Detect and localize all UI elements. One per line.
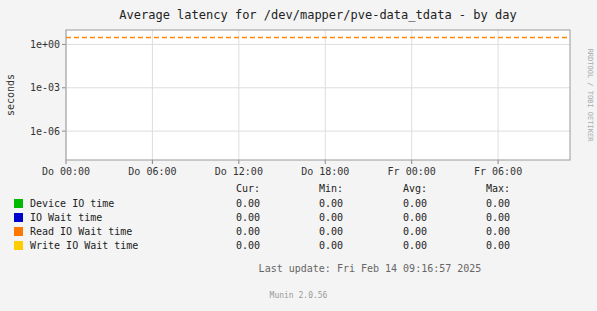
tick-label: Do 00:00 [42, 166, 90, 177]
tick-mark [66, 160, 67, 164]
tick-mark [62, 44, 66, 45]
y-axis-label: seconds [5, 74, 16, 116]
reference-line [66, 37, 570, 39]
legend-swatch [14, 213, 23, 222]
tick-mark [62, 87, 66, 88]
grid-line [498, 30, 499, 160]
tick-label: Fr 00:00 [388, 166, 436, 177]
tick-label: 1e-06 [30, 126, 60, 137]
tick-mark [238, 160, 239, 164]
table-cell: 0.00 [319, 226, 343, 237]
grid-line [66, 131, 570, 132]
table-cell: 0.00 [403, 240, 427, 251]
legend-entry: IO Wait time [30, 212, 102, 223]
legend-entry: Read IO Wait time [30, 226, 132, 237]
table-cell: 0.00 [236, 226, 260, 237]
chart: Average latency for /dev/mapper/pve-data… [0, 0, 597, 311]
table-cell: 0.00 [403, 226, 427, 237]
tick-mark [411, 160, 412, 164]
tick-mark [498, 160, 499, 164]
grid-line [325, 30, 326, 160]
table-cell: 0.00 [319, 198, 343, 209]
tick-mark [325, 160, 326, 164]
legend-swatch [14, 227, 23, 236]
table-cell: 0.00 [403, 212, 427, 223]
legend-entry: Write IO Wait time [30, 240, 138, 251]
tick-label: Do 18:00 [301, 166, 349, 177]
tick-label: 1e+00 [30, 39, 60, 50]
data-group [66, 37, 570, 38]
table-cell: 0.00 [319, 212, 343, 223]
annotation: Last update: Fri Feb 14 09:16:57 2025 [259, 263, 482, 274]
tick-mark [152, 160, 153, 164]
grid-line [238, 30, 239, 160]
tick-mark [62, 131, 66, 132]
legend-swatch [14, 199, 23, 208]
tick-label: Do 12:00 [215, 166, 263, 177]
tick-label: Do 06:00 [128, 166, 176, 177]
background [0, 0, 597, 311]
table-cell: 0.00 [319, 240, 343, 251]
table-cell: 0.00 [236, 240, 260, 251]
legend-swatch [14, 241, 23, 250]
tick-label: Fr 06:00 [474, 166, 522, 177]
table-header: Min: [319, 183, 343, 194]
annotation: Munin 2.0.56 [270, 291, 328, 300]
grid-line [66, 87, 570, 88]
grid-line [152, 30, 153, 160]
plot-area [66, 30, 570, 160]
table-cell: 0.00 [236, 212, 260, 223]
grid-line [66, 44, 570, 45]
table-cell: 0.00 [486, 212, 510, 223]
table-header: Avg: [403, 183, 427, 194]
table-header: Cur: [236, 183, 260, 194]
plot-frame [66, 30, 570, 160]
annotation: RRDTOOL / TOBI OETIKER [586, 49, 594, 143]
title: Average latency for /dev/mapper/pve-data… [119, 8, 516, 22]
table-cell: 0.00 [403, 198, 427, 209]
legend-entry: Device IO time [30, 198, 114, 209]
table-cell: 0.00 [486, 198, 510, 209]
tick-label: 1e-03 [30, 82, 60, 93]
table-header: Max: [486, 183, 510, 194]
table-cell: 0.00 [486, 240, 510, 251]
table-cell: 0.00 [236, 198, 260, 209]
table-cell: 0.00 [486, 226, 510, 237]
grid-line [411, 30, 412, 160]
